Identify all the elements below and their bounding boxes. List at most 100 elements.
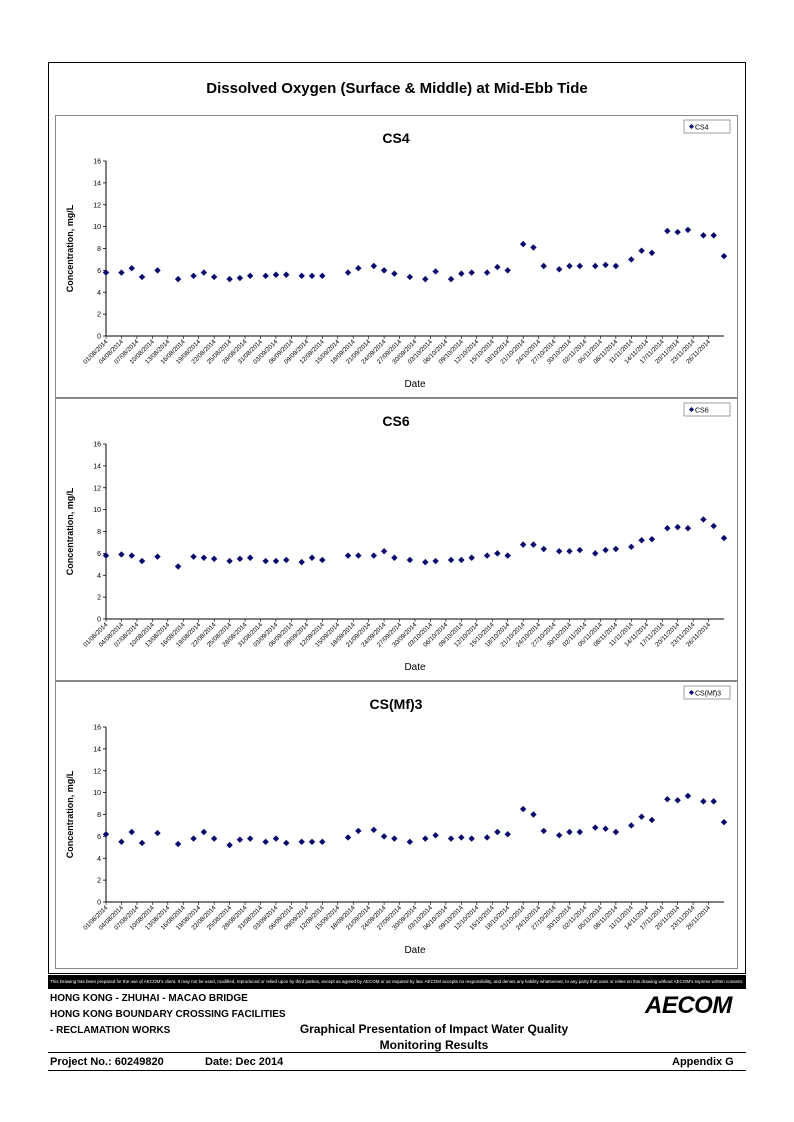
data-point — [628, 543, 635, 551]
chart-panel-cs6: CS6 CS6 0 2 4 6 8 10 12 14 16 Concentration, mg/L 01… — [55, 398, 738, 681]
y-tick-label: 8 — [97, 529, 101, 536]
data-point — [200, 828, 208, 836]
data-point — [226, 841, 233, 849]
data-point — [684, 792, 692, 800]
y-tick-label: 8 — [97, 246, 101, 253]
data-point — [344, 834, 352, 841]
data-point — [447, 556, 455, 564]
chart-csmf3: CS(Mf)3 CS(Mf)3 0 2 4 6 8 10 12 14 16 Concentration… — [65, 685, 731, 956]
data-point — [118, 838, 125, 846]
data-point — [283, 839, 290, 847]
y-tick-label: 14 — [93, 180, 101, 187]
data-point — [638, 813, 645, 820]
data-point — [422, 835, 429, 842]
data-point — [118, 551, 125, 558]
data-point — [700, 798, 707, 805]
data-point — [370, 262, 377, 270]
legend: CS(Mf)3 — [683, 685, 731, 700]
data-point — [458, 270, 465, 277]
data-point — [355, 552, 362, 559]
data-point — [102, 269, 110, 276]
data-point — [519, 240, 527, 248]
y-tick-label: 16 — [93, 159, 101, 166]
data-point — [612, 828, 620, 836]
footer-line-3: - RECLAMATION WORKS — [50, 1025, 171, 1036]
data-point — [540, 545, 547, 553]
data-point — [556, 266, 563, 273]
data-point — [380, 547, 388, 555]
data-point — [247, 835, 254, 842]
data-point — [720, 252, 728, 260]
data-point — [298, 272, 305, 280]
data-point — [674, 228, 681, 236]
chart-panel-csmf3: CS(Mf)3 CS(Mf)3 0 2 4 6 8 10 12 14 16 Concentration… — [55, 681, 738, 969]
appendix-label: Appendix G — [672, 1056, 734, 1068]
data-point — [664, 227, 671, 235]
y-axis-label: Concentration, mg/L — [65, 770, 75, 858]
data-point — [406, 556, 414, 564]
y-axis-label: Concentration, mg/L — [65, 204, 75, 292]
legend-label: CS4 — [695, 125, 709, 132]
y-tick-label: 4 — [97, 856, 101, 863]
data-point — [391, 835, 398, 842]
data-point — [494, 263, 501, 271]
y-tick-label: 10 — [93, 790, 101, 797]
data-point — [262, 557, 269, 565]
x-axis-label: Date — [404, 662, 426, 673]
data-point — [447, 835, 455, 842]
data-point — [308, 554, 316, 561]
data-point — [406, 838, 414, 846]
y-tick-label: 6 — [97, 551, 101, 558]
data-point — [236, 836, 244, 843]
footer-center-title-1: Graphical Presentation of Impact Water Q… — [299, 1022, 569, 1036]
data-point — [519, 805, 527, 813]
data-point — [684, 226, 692, 234]
data-point — [648, 816, 656, 824]
drawing-frame — [48, 62, 746, 974]
data-point — [684, 525, 692, 532]
data-point — [380, 267, 388, 274]
data-point — [504, 267, 511, 274]
chart-title: CS(Mf)3 — [370, 696, 423, 712]
y-tick-label: 4 — [97, 290, 101, 297]
data-point — [262, 838, 269, 846]
legend-marker — [689, 690, 694, 695]
data-point — [592, 550, 599, 557]
data-point — [602, 546, 609, 554]
data-point — [174, 275, 182, 283]
data-point — [308, 838, 316, 846]
data-point — [190, 835, 197, 842]
data-point — [128, 828, 135, 836]
data-point — [674, 797, 681, 804]
data-point — [319, 272, 326, 280]
data-point — [272, 271, 280, 278]
data-point — [138, 557, 146, 565]
data-point — [432, 557, 439, 565]
footer-center-title-2: Monitoring Results — [379, 1038, 489, 1052]
x-axis-label: Date — [404, 379, 426, 390]
y-tick-label: 14 — [93, 463, 101, 470]
data-point — [210, 555, 218, 563]
data-point — [566, 547, 573, 555]
data-point — [602, 825, 609, 832]
data-point — [308, 272, 316, 280]
data-point — [602, 261, 609, 269]
data-point — [344, 552, 352, 559]
y-tick-label: 6 — [97, 268, 101, 275]
y-tick-label: 12 — [93, 485, 101, 492]
data-point — [710, 232, 717, 239]
data-point — [612, 262, 620, 270]
y-tick-label: 6 — [97, 834, 101, 841]
data-point — [504, 830, 511, 838]
data-point — [530, 811, 537, 818]
data-point — [710, 522, 717, 530]
data-point — [128, 552, 135, 559]
data-point — [200, 269, 208, 276]
data-point — [720, 534, 728, 542]
data-point — [458, 834, 465, 841]
chart-title: CS4 — [382, 130, 409, 146]
data-point — [174, 563, 182, 570]
data-point — [530, 244, 537, 251]
data-point — [422, 558, 429, 566]
